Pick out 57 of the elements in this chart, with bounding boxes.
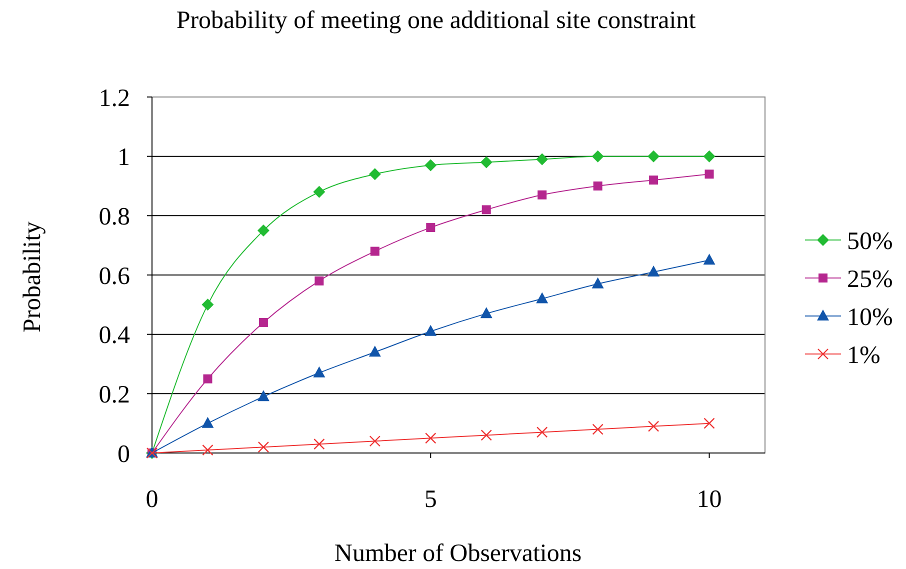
- point: [592, 277, 604, 288]
- point: [649, 176, 658, 185]
- y-tick-label: 1: [118, 144, 130, 172]
- point: [370, 246, 380, 256]
- point: [480, 156, 492, 168]
- point: [704, 418, 715, 429]
- x-tick-label: 5: [424, 486, 437, 513]
- y-tick-label: 0.8: [98, 203, 130, 230]
- point: [703, 254, 716, 265]
- point: [257, 224, 270, 236]
- y-tick-label: 0: [118, 440, 130, 468]
- y-tick-label: 0.4: [98, 322, 130, 350]
- point: [648, 420, 660, 432]
- point: [202, 298, 214, 311]
- point: [314, 276, 324, 286]
- point: [368, 168, 381, 180]
- point: [536, 426, 548, 438]
- legend-label: 10%: [847, 304, 893, 331]
- legend-label: 50%: [847, 228, 893, 255]
- point: [592, 424, 604, 435]
- point: [703, 150, 716, 162]
- point: [648, 266, 660, 277]
- point: [258, 318, 268, 327]
- point: [425, 432, 436, 444]
- y-tick-label: 0.2: [98, 381, 130, 408]
- point: [368, 346, 381, 357]
- point: [592, 150, 604, 162]
- point: [593, 182, 602, 190]
- point: [536, 153, 548, 166]
- x-axis-title: Number of Observations: [334, 540, 582, 567]
- point: [203, 374, 212, 384]
- point: [313, 186, 326, 198]
- chart-title: Probability of meeting one additional site constraint: [176, 7, 696, 34]
- y-axis-title: Probability: [19, 220, 46, 333]
- x-tick-label: 0: [146, 486, 158, 513]
- point: [538, 190, 547, 200]
- point: [536, 292, 548, 304]
- point: [648, 150, 660, 162]
- point: [314, 438, 325, 450]
- legend-label: 25%: [847, 266, 893, 293]
- point: [426, 223, 436, 232]
- point: [313, 366, 326, 378]
- point: [369, 436, 381, 447]
- point: [482, 205, 491, 214]
- point: [480, 430, 492, 441]
- point: [424, 324, 437, 336]
- point: [202, 444, 214, 456]
- point: [480, 307, 492, 318]
- point: [257, 390, 270, 402]
- point: [704, 170, 714, 179]
- point: [424, 159, 437, 172]
- y-tick-label: 0.6: [98, 262, 130, 290]
- point: [202, 416, 214, 428]
- point: [258, 441, 270, 453]
- y-tick-label: 1.2: [98, 84, 130, 112]
- legend-label: 1%: [847, 342, 880, 369]
- x-tick-label: 10: [696, 486, 722, 513]
